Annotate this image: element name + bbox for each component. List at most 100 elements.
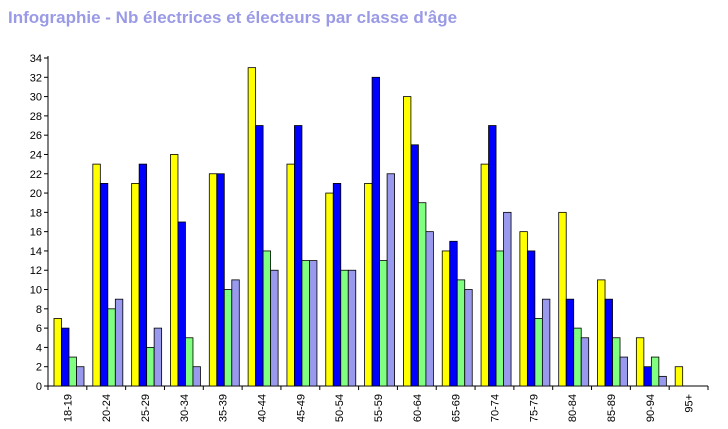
- bar: [347, 269, 357, 387]
- bar: [410, 144, 419, 387]
- bar: [597, 279, 606, 387]
- x-tick-label: 30-34: [179, 394, 191, 422]
- bar: [526, 250, 536, 387]
- bar: [170, 154, 179, 387]
- bar: [488, 125, 497, 387]
- bar: [332, 183, 342, 387]
- x-tick-label: 60-64: [412, 394, 424, 422]
- bar: [558, 211, 567, 387]
- bar: [418, 202, 427, 387]
- bar: [309, 260, 318, 387]
- bar: [131, 183, 140, 387]
- y-tick-label: 16: [30, 227, 42, 239]
- bar: [92, 163, 101, 387]
- y-tick-label: 24: [30, 149, 42, 161]
- bar: [270, 269, 279, 387]
- x-tick-label: 65-69: [451, 394, 463, 422]
- bar: [255, 125, 264, 387]
- bar: [612, 337, 621, 387]
- bar: [480, 163, 489, 387]
- bar: [146, 347, 155, 387]
- bar: [185, 337, 194, 387]
- bar: [114, 298, 124, 387]
- chart-bars: [53, 67, 684, 387]
- bar: [464, 289, 473, 387]
- bar: [61, 327, 70, 387]
- bar: [247, 67, 257, 387]
- x-tick-label: 35-39: [218, 394, 230, 422]
- bar: [340, 269, 349, 387]
- bar: [565, 298, 575, 387]
- y-tick-label: 20: [30, 188, 42, 200]
- bar: [519, 231, 528, 387]
- bar: [425, 231, 434, 387]
- bar: [99, 183, 109, 387]
- x-tick-label: 75-79: [528, 394, 540, 422]
- bar: [223, 289, 233, 387]
- y-tick-label: 12: [30, 265, 42, 277]
- bar: [177, 221, 186, 387]
- bar: [216, 173, 225, 387]
- x-tick-label: 70-74: [489, 394, 501, 422]
- bar: [53, 318, 62, 387]
- bar: [643, 366, 652, 387]
- y-tick-label: 4: [36, 342, 42, 354]
- bar: [386, 173, 395, 387]
- y-tick-label: 34: [30, 53, 42, 65]
- bar: [301, 260, 310, 387]
- bar: [456, 279, 466, 387]
- y-tick-label: 14: [30, 246, 42, 258]
- bar: [294, 125, 303, 387]
- bar: [231, 279, 240, 387]
- bar: [658, 375, 667, 387]
- bar: [580, 337, 590, 387]
- bar: [449, 240, 458, 387]
- chart-title: Infographie - Nb électrices et électeurs…: [8, 8, 458, 27]
- bar: [573, 327, 582, 387]
- y-tick-label: 22: [30, 169, 42, 181]
- bar: [107, 308, 116, 387]
- y-tick-label: 26: [30, 130, 42, 142]
- bar: [208, 173, 218, 387]
- bar: [379, 260, 388, 387]
- bar: [541, 298, 551, 387]
- y-tick-label: 10: [30, 285, 42, 297]
- bar: [153, 327, 163, 387]
- y-tick-label: 2: [36, 362, 42, 374]
- x-tick-label: 80-84: [567, 394, 579, 422]
- x-tick-label: 20-24: [101, 394, 113, 422]
- y-tick-label: 18: [30, 207, 42, 219]
- x-tick-label: 85-89: [606, 394, 618, 422]
- bar: [76, 366, 85, 387]
- y-tick-label: 6: [36, 323, 42, 335]
- bar: [403, 96, 412, 387]
- bar: [325, 192, 334, 387]
- x-tick-label: 25-29: [140, 394, 152, 422]
- bar: [371, 76, 380, 387]
- bar: [286, 163, 295, 387]
- bar: [441, 250, 451, 387]
- x-tick-label: 95+: [684, 394, 696, 413]
- y-tick-label: 0: [36, 381, 42, 393]
- x-tick-label: 55-59: [373, 394, 385, 422]
- bar: [604, 298, 613, 387]
- bar: [68, 356, 77, 387]
- bar: [619, 356, 628, 387]
- bar: [635, 337, 645, 387]
- bar: [364, 183, 373, 387]
- y-tick-label: 28: [30, 111, 42, 123]
- bar: [495, 250, 504, 387]
- bar: [534, 318, 543, 387]
- x-tick-label: 50-54: [334, 394, 346, 422]
- bar: [503, 211, 512, 387]
- bar: [138, 163, 148, 387]
- x-tick-label: 45-49: [295, 394, 307, 422]
- y-tick-label: 32: [30, 72, 42, 84]
- bar: [674, 366, 684, 387]
- bar: [262, 250, 272, 387]
- y-tick-label: 30: [30, 92, 42, 104]
- x-tick-label: 18-19: [62, 394, 74, 422]
- bar: [192, 366, 201, 387]
